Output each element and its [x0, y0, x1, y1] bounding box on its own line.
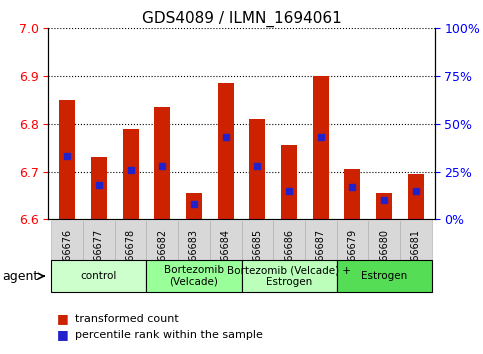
- Bar: [249, 119, 265, 219]
- Text: Bortezomib (Velcade) +
Estrogen: Bortezomib (Velcade) + Estrogen: [227, 265, 351, 287]
- Text: transformed count: transformed count: [75, 314, 179, 324]
- Bar: [155, 107, 170, 219]
- Text: agent: agent: [2, 270, 39, 282]
- Bar: [400, 219, 431, 221]
- Bar: [273, 219, 305, 221]
- Text: Estrogen: Estrogen: [361, 271, 407, 281]
- Bar: [313, 76, 328, 219]
- Bar: [91, 157, 107, 219]
- Text: ■: ■: [57, 328, 69, 341]
- Bar: [115, 219, 146, 221]
- Bar: [218, 83, 234, 219]
- Text: GDS4089 / ILMN_1694061: GDS4089 / ILMN_1694061: [142, 11, 341, 27]
- Bar: [376, 193, 392, 219]
- Bar: [146, 219, 178, 221]
- Text: Bortezomib
(Velcade): Bortezomib (Velcade): [164, 265, 224, 287]
- Bar: [368, 219, 400, 221]
- Bar: [242, 219, 273, 221]
- Bar: [83, 219, 115, 221]
- Bar: [52, 219, 83, 221]
- Text: percentile rank within the sample: percentile rank within the sample: [75, 330, 263, 339]
- Bar: [59, 100, 75, 219]
- Bar: [210, 219, 242, 221]
- Text: control: control: [81, 271, 117, 281]
- Bar: [178, 219, 210, 221]
- Bar: [344, 169, 360, 219]
- Bar: [337, 219, 368, 221]
- Text: ■: ■: [57, 312, 69, 325]
- Bar: [281, 145, 297, 219]
- Bar: [408, 174, 424, 219]
- Bar: [305, 219, 337, 221]
- Bar: [186, 193, 202, 219]
- Bar: [123, 129, 139, 219]
